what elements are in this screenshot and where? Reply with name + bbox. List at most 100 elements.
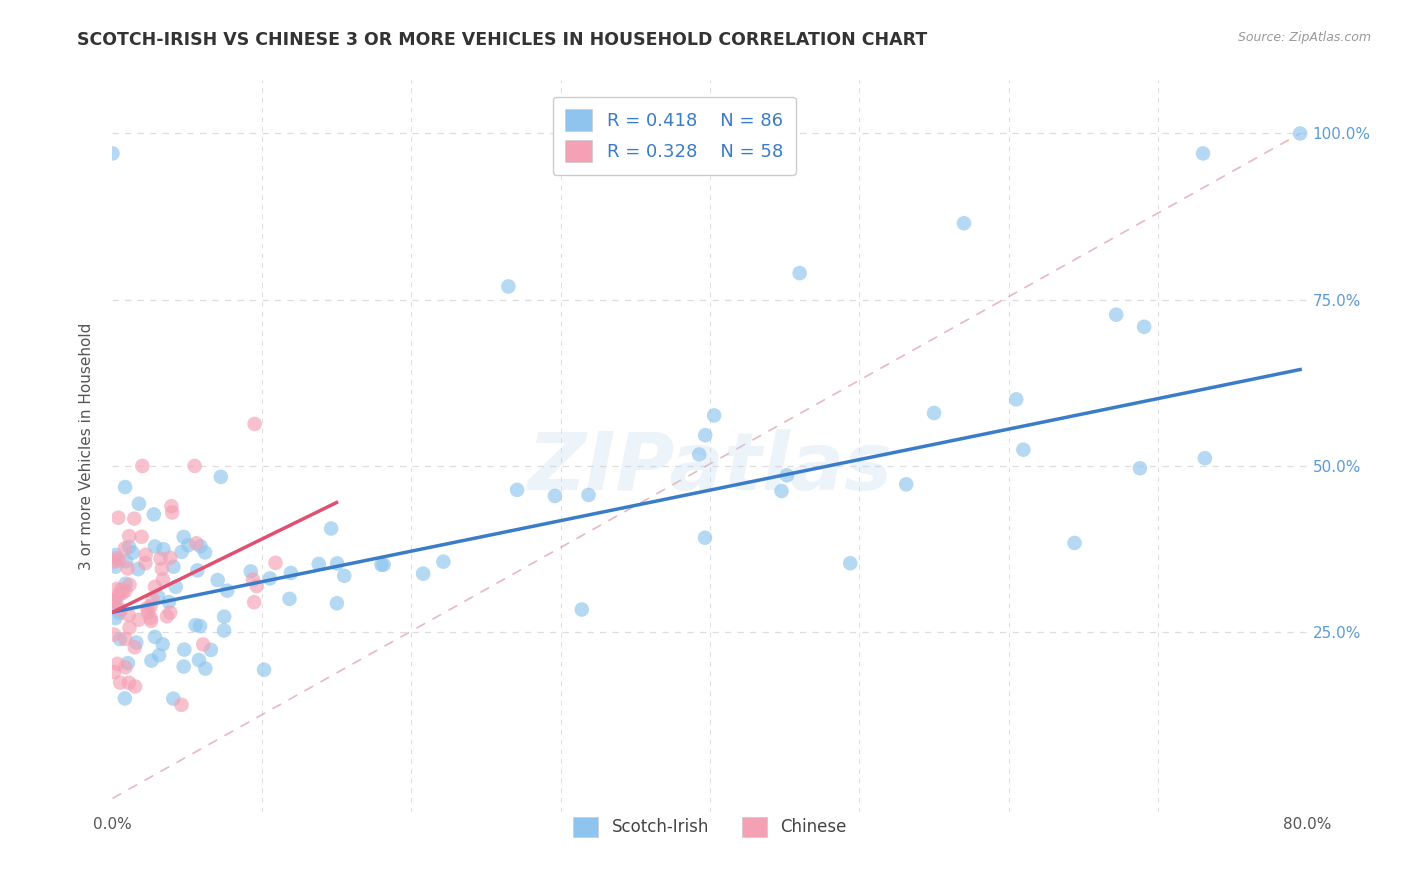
Point xyxy=(124,680,146,694)
Point xyxy=(432,555,454,569)
Point xyxy=(1133,319,1156,334)
Point xyxy=(253,663,276,677)
Point xyxy=(103,555,125,569)
Point xyxy=(186,563,208,577)
Point xyxy=(188,619,211,633)
Point xyxy=(319,522,342,536)
Point xyxy=(544,489,567,503)
Point xyxy=(953,216,976,230)
Point xyxy=(922,406,945,420)
Point xyxy=(152,637,174,651)
Point xyxy=(114,691,136,706)
Point xyxy=(142,508,165,522)
Point xyxy=(118,621,141,635)
Point xyxy=(194,545,217,559)
Point xyxy=(103,593,125,607)
Point xyxy=(107,657,129,671)
Point xyxy=(111,586,134,600)
Point xyxy=(146,589,169,603)
Point xyxy=(103,627,125,641)
Point xyxy=(370,558,392,572)
Point xyxy=(127,562,149,576)
Point xyxy=(128,497,150,511)
Point xyxy=(104,548,127,562)
Point xyxy=(326,596,349,610)
Point xyxy=(115,554,138,568)
Point xyxy=(139,599,162,614)
Point xyxy=(789,266,811,280)
Point xyxy=(117,607,139,622)
Point xyxy=(103,594,125,608)
Point xyxy=(103,665,125,680)
Point xyxy=(695,428,717,442)
Point xyxy=(104,559,127,574)
Point xyxy=(135,548,157,562)
Point xyxy=(134,556,156,570)
Point xyxy=(193,637,215,651)
Point xyxy=(117,561,139,575)
Point xyxy=(103,599,125,614)
Text: ZIPatlas: ZIPatlas xyxy=(527,429,893,507)
Point xyxy=(190,539,212,553)
Point xyxy=(412,566,434,581)
Point xyxy=(114,480,136,494)
Point xyxy=(118,675,141,690)
Point xyxy=(1012,442,1035,457)
Point xyxy=(162,691,184,706)
Point xyxy=(156,609,179,624)
Point xyxy=(703,409,725,423)
Point xyxy=(136,601,159,615)
Point xyxy=(571,602,593,616)
Point xyxy=(118,578,141,592)
Point xyxy=(498,279,520,293)
Point xyxy=(776,468,799,483)
Point xyxy=(149,551,172,566)
Point xyxy=(308,557,330,571)
Point xyxy=(105,596,128,610)
Point xyxy=(200,643,222,657)
Point xyxy=(139,611,162,625)
Point xyxy=(110,603,132,617)
Point xyxy=(139,614,162,628)
Point xyxy=(157,595,180,609)
Point xyxy=(209,470,232,484)
Point xyxy=(131,530,153,544)
Point xyxy=(278,591,301,606)
Point xyxy=(108,606,131,620)
Point xyxy=(165,580,187,594)
Point xyxy=(110,675,132,690)
Point xyxy=(105,551,128,566)
Legend: Scotch-Irish, Chinese: Scotch-Irish, Chinese xyxy=(567,810,853,844)
Point xyxy=(162,506,183,520)
Point xyxy=(117,656,139,670)
Point xyxy=(124,640,146,655)
Point xyxy=(150,562,173,576)
Point xyxy=(118,529,141,543)
Point xyxy=(212,609,235,624)
Point xyxy=(160,500,183,514)
Point xyxy=(264,556,287,570)
Point xyxy=(259,571,281,585)
Point xyxy=(143,580,166,594)
Point xyxy=(170,698,193,712)
Point xyxy=(207,573,229,587)
Point xyxy=(105,582,128,596)
Point xyxy=(1192,146,1215,161)
Y-axis label: 3 or more Vehicles in Household: 3 or more Vehicles in Household xyxy=(79,322,94,570)
Point xyxy=(506,483,529,497)
Point xyxy=(839,556,862,570)
Point xyxy=(217,583,239,598)
Point xyxy=(333,569,356,583)
Point xyxy=(131,458,153,473)
Point xyxy=(104,611,127,625)
Point xyxy=(122,511,145,525)
Point xyxy=(152,542,174,557)
Point xyxy=(243,417,266,431)
Point xyxy=(108,553,131,567)
Point xyxy=(194,662,217,676)
Point xyxy=(242,573,264,587)
Point xyxy=(1129,461,1152,475)
Point xyxy=(114,660,136,674)
Point xyxy=(896,477,918,491)
Point xyxy=(162,559,184,574)
